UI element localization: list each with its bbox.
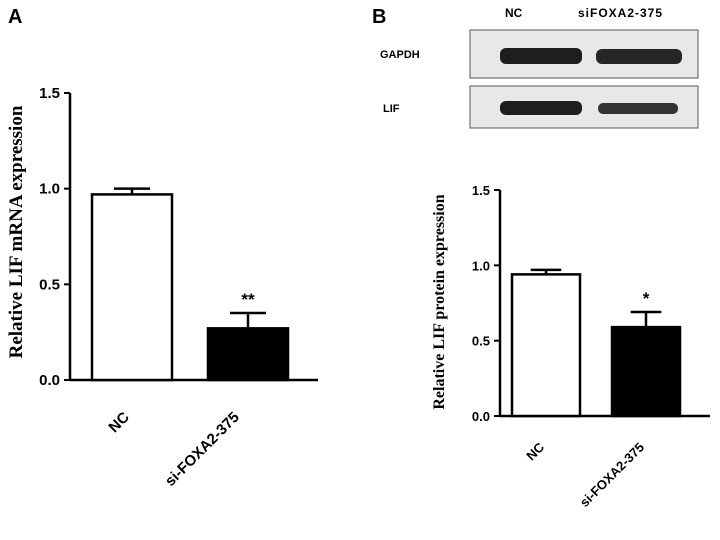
blot-lane-si: siFOXA2-375	[578, 6, 663, 20]
blot-label-lif: LIF	[383, 103, 400, 115]
bar	[510, 273, 582, 418]
y-tick-label: 1.0	[39, 181, 60, 198]
chart-a-ylabel: Relative LIF mRNA expression	[6, 105, 27, 358]
y-tick-label: 0.0	[39, 372, 60, 389]
y-tick-label: 0.0	[472, 409, 490, 424]
category-label: NC	[523, 439, 547, 463]
panel-b-letter: B	[372, 6, 387, 28]
y-tick-label: 1.5	[472, 183, 490, 198]
blot-gapdh-band	[469, 29, 699, 79]
significance-marker: *	[643, 289, 650, 308]
bar	[90, 193, 174, 382]
y-tick-label: 0.5	[39, 276, 60, 293]
bar	[206, 327, 290, 382]
panel-a-letter: A	[8, 6, 23, 28]
category-label: si-FOXA2-375	[577, 440, 647, 510]
y-tick-label: 1.5	[39, 85, 60, 102]
bar	[610, 325, 682, 418]
blot-lane-nc: NC	[505, 6, 523, 20]
chart-b-ylabel: Relative LIF protein expression	[431, 194, 448, 409]
y-tick-label: 0.5	[472, 334, 490, 349]
significance-marker: **	[241, 290, 255, 309]
blot-label-gapdh: GAPDH	[380, 49, 420, 61]
y-tick-label: 1.0	[472, 258, 490, 273]
blot-lif-band	[469, 85, 699, 129]
